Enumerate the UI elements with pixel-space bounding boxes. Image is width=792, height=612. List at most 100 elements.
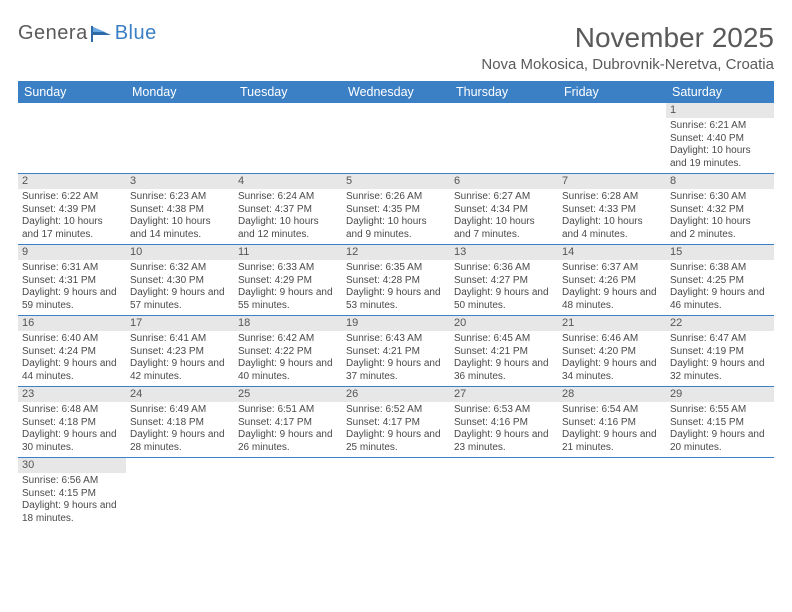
day-cell: 5Sunrise: 6:26 AMSunset: 4:35 PMDaylight… — [342, 174, 450, 244]
daylight-text: Daylight: 10 hours and 17 minutes. — [22, 216, 122, 241]
daylight-text: Daylight: 10 hours and 12 minutes. — [238, 216, 338, 241]
day-details: Sunrise: 6:32 AMSunset: 4:30 PMDaylight:… — [126, 260, 234, 315]
sunset-text: Sunset: 4:15 PM — [670, 417, 770, 430]
day-number-bar: 9 — [18, 245, 126, 260]
day-number-bar: 4 — [234, 174, 342, 189]
day-number-bar — [450, 103, 558, 118]
sunset-text: Sunset: 4:40 PM — [670, 133, 770, 146]
sunset-text: Sunset: 4:29 PM — [238, 275, 338, 288]
day-number-bar: 13 — [450, 245, 558, 260]
day-number-bar: 3 — [126, 174, 234, 189]
day-cell: 21Sunrise: 6:46 AMSunset: 4:20 PMDayligh… — [558, 316, 666, 386]
day-number-bar: 10 — [126, 245, 234, 260]
daylight-text: Daylight: 9 hours and 55 minutes. — [238, 287, 338, 312]
empty-cell — [558, 103, 666, 173]
empty-cell — [450, 103, 558, 173]
day-number-bar: 23 — [18, 387, 126, 402]
empty-cell — [558, 458, 666, 528]
day-number-bar: 28 — [558, 387, 666, 402]
day-number-bar — [342, 103, 450, 118]
day-number-bar — [126, 103, 234, 118]
day-details: Sunrise: 6:54 AMSunset: 4:16 PMDaylight:… — [558, 402, 666, 457]
sunrise-text: Sunrise: 6:36 AM — [454, 262, 554, 275]
day-details: Sunrise: 6:23 AMSunset: 4:38 PMDaylight:… — [126, 189, 234, 244]
day-number-bar: 25 — [234, 387, 342, 402]
sunrise-text: Sunrise: 6:48 AM — [22, 404, 122, 417]
day-number-bar: 21 — [558, 316, 666, 331]
day-cell: 15Sunrise: 6:38 AMSunset: 4:25 PMDayligh… — [666, 245, 774, 315]
day-cell: 4 Sunrise: 6:24 AMSunset: 4:37 PMDaylight… — [234, 174, 342, 244]
day-number-bar: 2 — [18, 174, 126, 189]
day-cell: 22Sunrise: 6:47 AMSunset: 4:19 PMDayligh… — [666, 316, 774, 386]
day-details: Sunrise: 6:41 AMSunset: 4:23 PMDaylight:… — [126, 331, 234, 386]
sunrise-text: Sunrise: 6:24 AM — [238, 191, 338, 204]
day-details: Sunrise: 6:49 AMSunset: 4:18 PMDaylight:… — [126, 402, 234, 457]
sunrise-text: Sunrise: 6:31 AM — [22, 262, 122, 275]
day-details: Sunrise: 6:38 AMSunset: 4:25 PMDaylight:… — [666, 260, 774, 315]
sunrise-text: Sunrise: 6:33 AM — [238, 262, 338, 275]
day-cell: 8Sunrise: 6:30 AMSunset: 4:32 PMDaylight… — [666, 174, 774, 244]
weekday-wednesday: Wednesday — [342, 81, 450, 103]
week-row: 16Sunrise: 6:40 AMSunset: 4:24 PMDayligh… — [18, 316, 774, 387]
sunrise-text: Sunrise: 6:47 AM — [670, 333, 770, 346]
daylight-text: Daylight: 10 hours and 14 minutes. — [130, 216, 230, 241]
sunset-text: Sunset: 4:37 PM — [238, 204, 338, 217]
day-details: Sunrise: 6:53 AMSunset: 4:16 PMDaylight:… — [450, 402, 558, 457]
sunset-text: Sunset: 4:25 PM — [670, 275, 770, 288]
day-cell: 1Sunrise: 6:21 AMSunset: 4:40 PMDaylight… — [666, 103, 774, 173]
day-details: Sunrise: 6:52 AMSunset: 4:17 PMDaylight:… — [342, 402, 450, 457]
location-subtitle: Nova Mokosica, Dubrovnik-Neretva, Croati… — [481, 56, 774, 73]
day-cell: 13Sunrise: 6:36 AMSunset: 4:27 PMDayligh… — [450, 245, 558, 315]
daylight-text: Daylight: 9 hours and 59 minutes. — [22, 287, 122, 312]
daylight-text: Daylight: 10 hours and 2 minutes. — [670, 216, 770, 241]
sunrise-text: Sunrise: 6:30 AM — [670, 191, 770, 204]
sunrise-text: Sunrise: 6:53 AM — [454, 404, 554, 417]
sunset-text: Sunset: 4:32 PM — [670, 204, 770, 217]
day-details: Sunrise: 6:43 AMSunset: 4:21 PMDaylight:… — [342, 331, 450, 386]
day-cell: 25Sunrise: 6:51 AMSunset: 4:17 PMDayligh… — [234, 387, 342, 457]
day-cell: 19Sunrise: 6:43 AMSunset: 4:21 PMDayligh… — [342, 316, 450, 386]
day-number-bar: 14 — [558, 245, 666, 260]
sunrise-text: Sunrise: 6:52 AM — [346, 404, 446, 417]
daylight-text: Daylight: 9 hours and 44 minutes. — [22, 358, 122, 383]
day-cell: 24Sunrise: 6:49 AMSunset: 4:18 PMDayligh… — [126, 387, 234, 457]
sunrise-text: Sunrise: 6:46 AM — [562, 333, 662, 346]
weeks-container: 1Sunrise: 6:21 AMSunset: 4:40 PMDaylight… — [18, 103, 774, 528]
day-details: Sunrise: 6:27 AMSunset: 4:34 PMDaylight:… — [450, 189, 558, 244]
weekday-tuesday: Tuesday — [234, 81, 342, 103]
daylight-text: Daylight: 9 hours and 23 minutes. — [454, 429, 554, 454]
calendar-page: Genera Blue November 2025 Nova Mokosica,… — [0, 0, 792, 528]
day-number-bar: 16 — [18, 316, 126, 331]
day-cell: 10Sunrise: 6:32 AMSunset: 4:30 PMDayligh… — [126, 245, 234, 315]
day-number-bar: 18 — [234, 316, 342, 331]
sunrise-text: Sunrise: 6:42 AM — [238, 333, 338, 346]
day-number-bar: 29 — [666, 387, 774, 402]
sunset-text: Sunset: 4:31 PM — [22, 275, 122, 288]
logo: Genera Blue — [18, 22, 157, 45]
day-details: Sunrise: 6:36 AMSunset: 4:27 PMDaylight:… — [450, 260, 558, 315]
day-cell: 16Sunrise: 6:40 AMSunset: 4:24 PMDayligh… — [18, 316, 126, 386]
day-cell: 28Sunrise: 6:54 AMSunset: 4:16 PMDayligh… — [558, 387, 666, 457]
daylight-text: Daylight: 9 hours and 18 minutes. — [22, 500, 122, 525]
day-cell: 23Sunrise: 6:48 AMSunset: 4:18 PMDayligh… — [18, 387, 126, 457]
sunset-text: Sunset: 4:19 PM — [670, 346, 770, 359]
day-details: Sunrise: 6:46 AMSunset: 4:20 PMDaylight:… — [558, 331, 666, 386]
daylight-text: Daylight: 9 hours and 20 minutes. — [670, 429, 770, 454]
sunset-text: Sunset: 4:21 PM — [454, 346, 554, 359]
daylight-text: Daylight: 9 hours and 46 minutes. — [670, 287, 770, 312]
calendar-grid: Sunday Monday Tuesday Wednesday Thursday… — [18, 81, 774, 528]
logo-text-1: Genera — [18, 22, 88, 45]
day-number-bar: 11 — [234, 245, 342, 260]
sunset-text: Sunset: 4:39 PM — [22, 204, 122, 217]
day-cell: 20Sunrise: 6:45 AMSunset: 4:21 PMDayligh… — [450, 316, 558, 386]
day-number-bar — [126, 458, 234, 473]
day-details: Sunrise: 6:51 AMSunset: 4:17 PMDaylight:… — [234, 402, 342, 457]
day-details: Sunrise: 6:48 AMSunset: 4:18 PMDaylight:… — [18, 402, 126, 457]
day-details: Sunrise: 6:35 AMSunset: 4:28 PMDaylight:… — [342, 260, 450, 315]
sunset-text: Sunset: 4:33 PM — [562, 204, 662, 217]
sunrise-text: Sunrise: 6:22 AM — [22, 191, 122, 204]
daylight-text: Daylight: 10 hours and 7 minutes. — [454, 216, 554, 241]
sunrise-text: Sunrise: 6:51 AM — [238, 404, 338, 417]
daylight-text: Daylight: 9 hours and 32 minutes. — [670, 358, 770, 383]
day-number-bar: 6 — [450, 174, 558, 189]
